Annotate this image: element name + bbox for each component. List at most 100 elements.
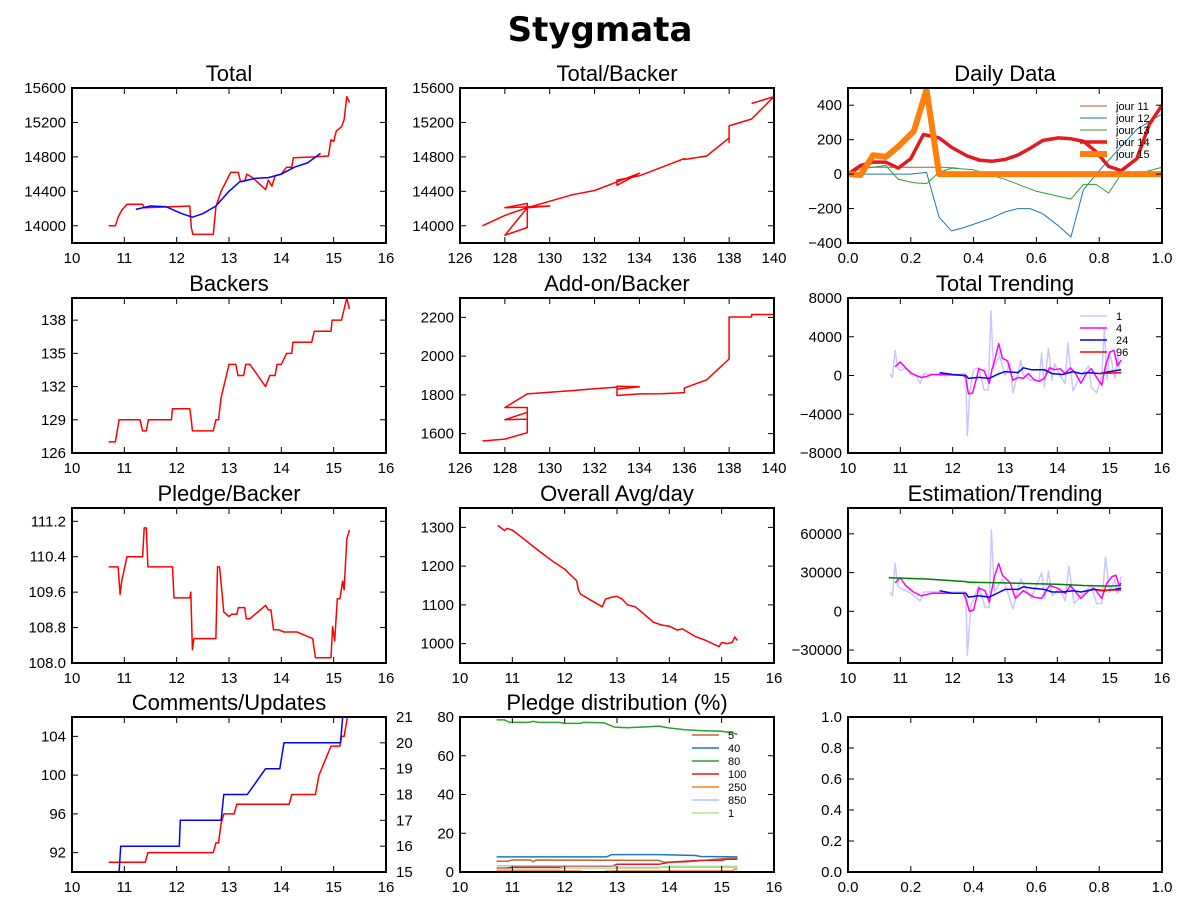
x-tick-label: 10 (452, 879, 469, 896)
series-line-estimation (888, 577, 1122, 587)
y-tick-label: 40 (437, 787, 454, 804)
x-tick-label: 13 (997, 460, 1014, 477)
y-tick-label: 135 (41, 345, 66, 362)
x-tick-label: 130 (537, 460, 562, 477)
series-line-pledge-per-backer (108, 527, 351, 659)
chart-title: Daily Data (954, 61, 1056, 86)
chart-title: Overall Avg/day (540, 481, 694, 506)
y-tick-label: 0.8 (821, 740, 842, 757)
x-tick-label: 140 (761, 250, 786, 267)
x-tick-label: 14 (661, 879, 678, 896)
series-line-40 (496, 853, 738, 858)
x-tick-label: 15 (1101, 460, 1118, 477)
y-tick-label: 4000 (809, 329, 842, 346)
x-tick-label: 14 (273, 460, 290, 477)
legend-label: 100 (728, 769, 746, 781)
chart-overall-avg-day: Overall Avg/day 10 11 12 13 14 15 16 1000 1100 120… (421, 481, 783, 687)
legend-label: jour 13 (1115, 125, 1150, 137)
series-line-24 (939, 367, 1122, 380)
chart-pledge-distribution: Pledge distribution (%)10 11 12 13 14 15 16020… (437, 690, 782, 896)
x-tick-label: 15 (325, 670, 342, 687)
x-tick-label: 10 (64, 460, 81, 477)
x-tick-label: 15 (713, 879, 730, 896)
legend-label: 850 (728, 795, 746, 807)
y-tick-label: 138 (41, 312, 66, 329)
legend-label: 5 (728, 730, 734, 742)
series-line-100 (496, 858, 738, 869)
x-tick-label: 132 (582, 460, 607, 477)
chart-total-backer: Total/Backer 126 128 130 132 134 136 138 140 1400… (412, 61, 786, 267)
x-tick-label: 0.0 (838, 879, 859, 896)
x-tick-label: 0.0 (838, 250, 859, 267)
x-tick-label: 13 (221, 670, 238, 687)
x-tick-label: 10 (452, 670, 469, 687)
chart-backers: Backers 10 11 12 13 14 15 16 126 129 132 135 138 (41, 271, 394, 477)
y-tick-label: 400 (817, 97, 842, 114)
series-line-1 (496, 865, 738, 870)
legend-label: 4 (1116, 323, 1122, 335)
plot-frame (847, 716, 1163, 873)
y-tick-label: 14400 (412, 183, 454, 200)
chart-title: Total Trending (936, 271, 1074, 296)
y-tick-label: 0 (834, 603, 842, 620)
x-tick-label: 10 (64, 250, 81, 267)
series-line-backers (108, 298, 351, 443)
y-tick-label: 96 (49, 806, 66, 823)
y-tick-label: 80 (437, 709, 454, 726)
y-tick-label: 2200 (421, 309, 454, 326)
series-line-smoothed (135, 152, 322, 218)
x-tick-label: 11 (505, 879, 521, 896)
x-tick-label: 0.6 (1026, 879, 1047, 896)
chart-title: Pledge distribution (%) (506, 690, 727, 715)
series-line-96 (1098, 371, 1122, 375)
y2-tick-label: 21 (396, 709, 413, 726)
x-tick-label: 14 (1049, 670, 1066, 687)
y-tick-label: 1100 (422, 597, 454, 614)
y-tick-label: −30000 (792, 642, 842, 659)
x-tick-label: 14 (1049, 460, 1066, 477)
x-tick-label: 16 (766, 670, 783, 687)
y-tick-label: 15600 (24, 80, 66, 97)
x-tick-label: 15 (1101, 670, 1118, 687)
y-tick-label: 15200 (24, 114, 66, 131)
y2-tick-label: 20 (396, 735, 413, 752)
x-tick-label: 16 (1154, 670, 1171, 687)
x-tick-label: 12 (944, 460, 961, 477)
x-tick-label: 12 (168, 250, 185, 267)
x-tick-label: 11 (117, 460, 133, 477)
chart-title: Total (206, 61, 252, 86)
chart-pledge-backer: Pledge/Backer 10 11 12 13 14 15 16 108.0 108.8 109… (28, 481, 394, 687)
x-tick-label: 13 (221, 250, 238, 267)
x-tick-label: 16 (766, 879, 783, 896)
x-tick-label: 11 (117, 250, 133, 267)
x-tick-label: 12 (944, 670, 961, 687)
legend-label: jour 15 (1115, 149, 1150, 161)
legend-label: jour 14 (1115, 137, 1150, 149)
y-tick-label: −400 (808, 235, 842, 252)
y2-tick-label: 17 (396, 812, 413, 829)
y-tick-label: 14800 (24, 149, 66, 166)
y-tick-label: 109.6 (28, 584, 66, 601)
y-tick-label: 1600 (421, 426, 454, 443)
x-tick-label: 132 (582, 250, 607, 267)
y-tick-label: 0.4 (821, 802, 842, 819)
x-tick-label: 15 (325, 460, 342, 477)
y-tick-label: 108.0 (28, 655, 66, 672)
y-tick-label: 110.4 (30, 549, 66, 566)
y-tick-label: 126 (41, 445, 66, 462)
x-tick-label: 0.2 (900, 250, 921, 267)
x-tick-label: 12 (556, 670, 573, 687)
y-tick-label: 0.0 (821, 864, 842, 881)
x-tick-label: 128 (492, 250, 517, 267)
series-line-updates (108, 717, 344, 872)
y-tick-label: 111.2 (31, 513, 66, 530)
series-line-jour-13 (848, 165, 1162, 200)
y-tick-label: 60 (437, 748, 454, 765)
series-line-1 (889, 309, 1121, 437)
x-tick-label: 13 (997, 670, 1014, 687)
y-tick-label: 1300 (421, 519, 454, 536)
